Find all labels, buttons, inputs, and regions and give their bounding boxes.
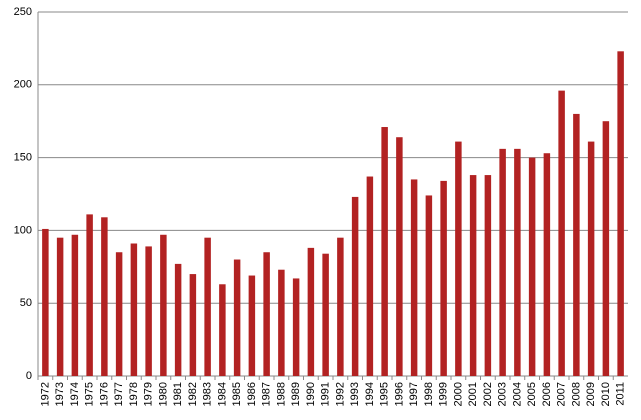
bar	[587, 141, 595, 376]
x-tick-label: 1982	[187, 382, 199, 406]
x-tick-label: 2000	[452, 382, 464, 406]
x-tick-label: 1985	[231, 382, 243, 406]
bar	[174, 263, 182, 376]
bar	[528, 157, 536, 376]
x-tick-label: 1995	[379, 382, 391, 406]
y-tick-label: 250	[14, 6, 32, 18]
x-tick-label: 1987	[261, 382, 273, 406]
x-tick-label: 1992	[334, 382, 346, 406]
bar	[381, 127, 388, 376]
x-tick-label: 1991	[320, 382, 332, 406]
bar	[573, 113, 580, 377]
bar	[130, 243, 138, 376]
x-tick-label: 1974	[69, 382, 81, 406]
bar	[337, 237, 344, 376]
bar	[307, 247, 315, 376]
x-tick-label: 2006	[541, 382, 553, 406]
x-tick-label: 2002	[482, 382, 494, 406]
bar	[263, 252, 270, 376]
x-tick-label: 1979	[143, 382, 155, 406]
y-tick-label: 200	[14, 79, 32, 91]
bar	[543, 153, 551, 376]
x-tick-label: 2011	[615, 382, 627, 406]
bar	[204, 237, 211, 376]
x-tick-label: 2007	[556, 382, 568, 406]
x-tick-label: 2009	[585, 382, 597, 406]
x-tick-label: 1984	[216, 382, 228, 406]
x-tick-label: 1997	[408, 382, 420, 406]
x-tick-label: 1976	[98, 382, 110, 406]
bar	[455, 141, 462, 376]
bar	[322, 253, 329, 376]
bar	[101, 217, 108, 376]
x-tick-label: 1998	[423, 382, 435, 406]
x-tick-label: 1993	[349, 382, 361, 406]
x-tick-label: 2004	[511, 382, 523, 406]
bar	[366, 176, 374, 376]
bar	[484, 175, 492, 376]
bar	[396, 137, 403, 376]
bar	[145, 246, 152, 376]
bar	[115, 252, 123, 376]
bar	[499, 148, 506, 376]
x-tick-label: 1994	[364, 382, 376, 406]
bar	[278, 269, 285, 376]
y-tick-label: 100	[14, 224, 32, 236]
x-tick-label: 1981	[172, 382, 184, 406]
x-tick-label: 1996	[393, 382, 405, 406]
x-tick-label: 1975	[84, 382, 96, 406]
bar	[514, 148, 521, 376]
bar	[248, 275, 256, 376]
x-tick-label: 1972	[39, 382, 51, 406]
bar	[219, 284, 226, 376]
bar	[86, 214, 93, 376]
x-tick-label: 1973	[54, 382, 66, 406]
bar	[425, 195, 433, 376]
x-tick-label: 2008	[570, 382, 582, 406]
bar	[617, 51, 624, 376]
x-tick-label: 1978	[128, 382, 140, 406]
bar	[469, 175, 477, 376]
x-tick-label: 1999	[438, 382, 450, 406]
x-tick-label: 2001	[467, 382, 479, 406]
x-tick-label: 1989	[290, 382, 302, 406]
x-tick-label: 1980	[157, 382, 169, 406]
bar	[56, 237, 64, 376]
bar	[410, 179, 418, 376]
x-tick-label: 2003	[497, 382, 509, 406]
x-tick-label: 1977	[113, 382, 125, 406]
bar	[160, 234, 167, 376]
x-tick-label: 2010	[600, 382, 612, 406]
bar	[558, 90, 565, 377]
bar	[233, 259, 241, 376]
bar	[602, 121, 610, 376]
x-tick-label: 1988	[275, 382, 287, 406]
x-tick-label: 1990	[305, 382, 317, 406]
bar	[440, 180, 447, 376]
y-tick-label: 0	[26, 370, 32, 382]
bar	[42, 228, 49, 376]
x-tick-label: 1986	[246, 382, 258, 406]
bar	[292, 278, 300, 376]
bar	[351, 196, 359, 376]
y-tick-label: 150	[14, 152, 32, 164]
x-tick-label: 2005	[526, 382, 538, 406]
bar	[189, 274, 197, 376]
x-tick-label: 1983	[202, 382, 214, 406]
bar	[71, 234, 79, 376]
y-tick-label: 50	[20, 297, 32, 309]
